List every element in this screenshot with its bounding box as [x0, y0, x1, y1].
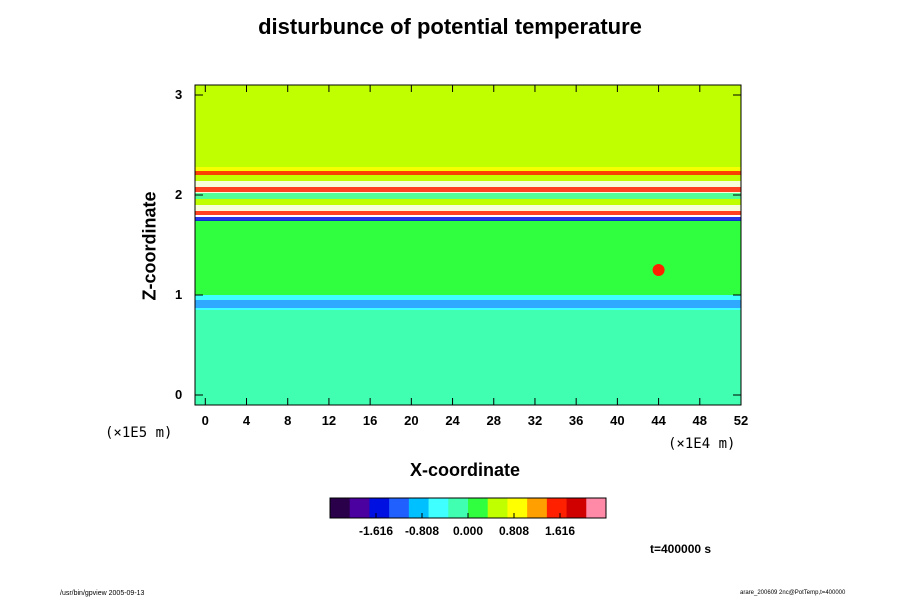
y-tick-label: 1	[175, 287, 183, 302]
x-tick-label: 16	[362, 413, 378, 428]
turbulence-band-4	[195, 193, 741, 199]
x-tick-label: 32	[527, 413, 543, 428]
cold-layer	[195, 300, 741, 308]
colorbar-segment	[428, 498, 449, 518]
colorbar-segment	[468, 498, 489, 518]
footer-left: /usr/bin/gpview 2005-09-13	[60, 590, 145, 597]
x-tick-label: 52	[733, 413, 749, 428]
colorbar-segment	[487, 498, 508, 518]
x-axis-label: X-coordinate	[409, 460, 520, 480]
turbulence-band-7	[195, 217, 741, 221]
time-label: t=400000 s	[650, 542, 712, 556]
heatmap-region-3	[195, 310, 741, 405]
colorbar-segment	[369, 498, 390, 518]
colorbar-tick-label: 1.616	[544, 524, 576, 538]
colorbar-segment	[408, 498, 430, 518]
turbulence-band-6	[195, 211, 741, 215]
chart-title: disturbunce of potential temperature	[258, 14, 642, 39]
x-tick-label: 40	[610, 413, 625, 428]
colorbar-segment	[527, 498, 548, 518]
x-tick-label: 28	[486, 413, 501, 428]
colorbar-tick-label: 0.000	[452, 524, 484, 538]
y-unit-label: (×1E5 m)	[105, 425, 173, 441]
colorbar-segment	[349, 498, 370, 518]
x-tick-label: 36	[568, 413, 584, 428]
footer-right: arare_200609 2nc@PotTemp,t=400000	[740, 590, 846, 596]
plot-frame	[194, 84, 742, 406]
colorbar-segment	[330, 498, 351, 518]
turbulence-band-1	[195, 171, 741, 175]
colorbar-tick-label: 0.808	[498, 524, 530, 538]
x-tick-label: 4	[242, 413, 251, 428]
x-tick-label: 8	[284, 413, 292, 428]
turbulence-band-0	[195, 167, 741, 173]
colorbar-segment	[566, 498, 587, 518]
x-tick-label: 44	[651, 413, 666, 428]
y-tick-label: 2	[175, 187, 183, 202]
colorbar-segment	[448, 498, 469, 518]
x-tick-label: 24	[445, 413, 460, 428]
heatmap-region-1	[195, 220, 741, 295]
colorbar-segment	[507, 498, 528, 518]
y-axis-label: Z-coordinate	[139, 191, 160, 301]
colorbar-segment	[546, 498, 568, 518]
colorbar-segment	[586, 498, 607, 518]
colorbar-tick-label: -1.616	[358, 524, 394, 538]
turbulence-band-3	[195, 187, 741, 192]
x-tick-label: 0	[201, 413, 209, 428]
warm-blob	[652, 264, 665, 276]
x-tick-label: 20	[404, 413, 419, 428]
x-unit-label: (×1E4 m)	[668, 436, 736, 452]
x-tick-label: 12	[321, 413, 337, 428]
colorbar-tick-label: -0.808	[404, 524, 440, 538]
x-tick-label: 48	[692, 413, 708, 428]
y-tick-label: 0	[175, 387, 183, 402]
y-tick-label: 3	[175, 87, 183, 102]
colorbar-segment	[389, 498, 410, 518]
